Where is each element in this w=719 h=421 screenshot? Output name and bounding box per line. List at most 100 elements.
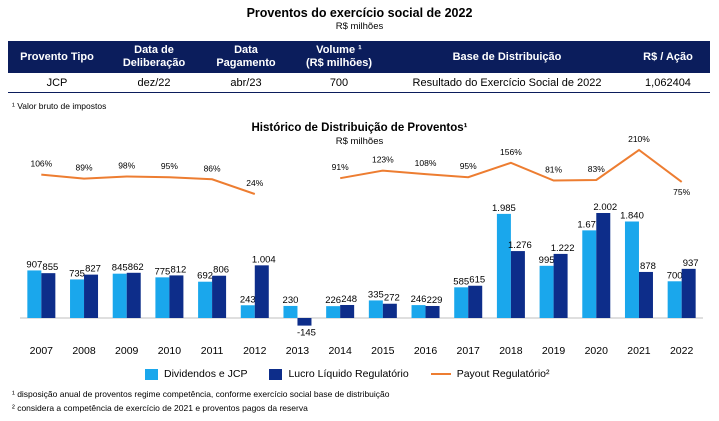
x-tick-label: 2018	[499, 345, 523, 357]
header-data-deliberacao: Data de Deliberação	[106, 41, 202, 73]
x-tick-label: 2022	[670, 345, 694, 357]
bar-lucro	[382, 303, 397, 318]
x-tick-label: 2020	[585, 345, 609, 357]
data-label-dividendos: 907	[26, 259, 42, 270]
x-tick-label: 2019	[542, 345, 566, 357]
bar-dividendos	[582, 230, 597, 318]
data-label-lucro: 229	[427, 295, 443, 306]
table-row: JCP dez/22 abr/23 700 Resultado do Exerc…	[8, 73, 710, 93]
data-label-payout: 81%	[545, 165, 562, 175]
bar-dividendos	[155, 277, 170, 318]
x-tick-label: 2016	[414, 345, 438, 357]
data-label-lucro: 862	[128, 262, 144, 273]
bar-lucro	[126, 272, 141, 318]
data-label-lucro: 1.276	[508, 240, 532, 251]
chart-title: Histórico de Distribuição de Proventos¹	[251, 122, 468, 134]
x-tick-label: 2015	[371, 345, 395, 357]
data-label-lucro: 937	[683, 258, 699, 269]
bar-lucro	[41, 273, 56, 318]
x-tick-label: 2014	[328, 345, 352, 357]
x-tick-label: 2009	[115, 345, 139, 357]
bar-dividendos	[198, 281, 213, 318]
data-label-lucro: 806	[213, 265, 229, 276]
legend-payout: Payout Regulatório²	[430, 368, 550, 380]
data-label-payout: 91%	[332, 162, 349, 172]
bar-lucro	[254, 265, 269, 318]
chart-note-2: ² considera a competência de exercício d…	[12, 403, 308, 413]
bar-dividendos	[496, 213, 511, 318]
data-label-lucro: 2.002	[593, 202, 617, 213]
data-label-dividendos: 585	[453, 276, 469, 287]
data-label-lucro: 272	[384, 293, 400, 304]
bar-dividendos	[326, 306, 341, 318]
data-label-payout: 123%	[372, 155, 394, 165]
bar-lucro	[84, 274, 99, 318]
data-label-payout: 95%	[161, 161, 178, 171]
chart-note-1: ¹ disposição anual de proventos regime c…	[12, 389, 390, 399]
header-rs-acao: R$ / Ação	[626, 41, 710, 73]
data-label-dividendos: 335	[368, 289, 384, 300]
bar-lucro	[596, 213, 611, 318]
x-tick-label: 2012	[243, 345, 267, 357]
data-label-lucro: 878	[640, 261, 656, 272]
data-label-lucro: 855	[42, 262, 58, 273]
data-label-lucro: 615	[469, 275, 485, 286]
legend-swatch-payout	[430, 373, 451, 375]
bar-dividendos	[411, 305, 426, 318]
data-label-dividendos: 226	[325, 295, 341, 306]
cell-data-deliberacao: dez/22	[106, 73, 202, 93]
bar-dividendos	[70, 279, 85, 318]
data-label-payout: 75%	[673, 187, 690, 197]
data-label-dividendos: 775	[154, 266, 170, 277]
x-tick-label: 2011	[201, 345, 224, 357]
legend-swatch-dividendos	[145, 368, 158, 380]
bar-dividendos	[667, 281, 682, 318]
cell-data-pagamento: abr/23	[202, 73, 290, 93]
x-tick-label: 2007	[30, 345, 54, 357]
cell-base-distribuicao: Resultado do Exercício Social de 2022	[388, 73, 626, 93]
x-tick-label: 2021	[627, 345, 651, 357]
legend-lucro: Lucro Líquido Regulatório	[269, 368, 409, 380]
chart-legend: Dividendos e JCP Lucro Líquido Regulatór…	[145, 368, 572, 380]
table-footnote: ¹ Valor bruto de impostos	[12, 101, 107, 111]
bar-lucro	[638, 271, 653, 318]
cell-volume: 700	[290, 73, 388, 93]
header-volume: Volume ¹ (R$ milhões)	[290, 41, 388, 73]
data-label-payout: 106%	[30, 159, 52, 169]
bar-lucro	[297, 318, 312, 326]
data-label-dividendos: 700	[667, 270, 683, 281]
data-label-lucro: 812	[170, 264, 186, 275]
data-label-payout: 156%	[500, 147, 522, 157]
table-header-row: Provento Tipo Data de Deliberação Data Pag…	[8, 41, 710, 73]
data-label-payout: 24%	[246, 178, 263, 188]
bar-dividendos	[368, 300, 383, 318]
data-label-dividendos: 735	[69, 268, 85, 279]
legend-swatch-lucro	[269, 368, 283, 380]
data-label-payout: 108%	[415, 158, 437, 168]
data-label-payout: 86%	[204, 163, 221, 173]
header-data-pagamento: Data Pagamento	[202, 41, 290, 73]
data-label-dividendos: 1.671	[577, 219, 601, 230]
data-label-lucro: 1.222	[551, 243, 575, 254]
cell-rs-acao: 1,062404	[626, 73, 710, 93]
bar-dividendos	[454, 287, 469, 318]
bar-lucro	[510, 251, 525, 318]
bar-dividendos	[283, 305, 298, 318]
data-label-dividendos: 243	[240, 294, 256, 305]
legend-label-dividendos: Dividendos e JCP	[164, 368, 248, 380]
data-label-dividendos: 845	[112, 263, 128, 274]
data-label-lucro: -145	[297, 328, 316, 339]
data-label-dividendos: 1.985	[492, 203, 516, 214]
data-label-payout: 83%	[588, 164, 605, 174]
header-base-distribuicao: Base de Distribuição	[388, 41, 626, 73]
bar-lucro	[681, 268, 696, 318]
bar-lucro	[212, 275, 227, 318]
data-label-lucro: 1.004	[252, 254, 276, 265]
x-tick-label: 2008	[72, 345, 96, 357]
data-label-lucro: 248	[341, 294, 357, 305]
page-title: Proventos do exercício social de 2022	[246, 6, 473, 20]
bar-dividendos	[240, 305, 255, 318]
bar-dividendos	[112, 273, 127, 318]
bar-lucro	[340, 304, 355, 318]
